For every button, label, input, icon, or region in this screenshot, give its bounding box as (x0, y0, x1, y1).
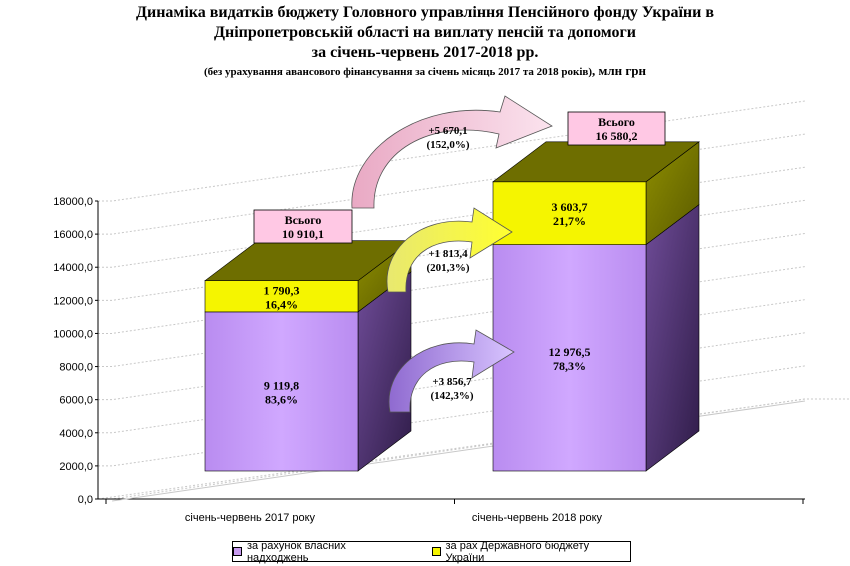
increase-arrow-own-revenue (388, 329, 515, 413)
y-tick-label: 14000,0 (53, 262, 93, 274)
x-category-label: січень-червень 2018 року (472, 512, 603, 524)
title-line-1: Динаміка видатків бюджету Головного упра… (135, 4, 714, 21)
data-label-value: 9 119,8 (264, 378, 299, 392)
chart-title: Динаміка видатків бюджету Головного упра… (0, 3, 850, 63)
total-value: 10 910,1 (282, 227, 324, 241)
y-tick-label: 16000,0 (53, 229, 93, 241)
data-label-percent: 83,6% (265, 392, 298, 406)
y-tick-label: 18000,0 (53, 196, 93, 208)
chart-subtitle: (без урахування авансового фінансування … (0, 63, 850, 80)
labels: січень-червень 2017 року січень-червень 2… (185, 111, 666, 524)
data-label-value: 1 790,3 (264, 283, 300, 297)
y-tick-label: 0,0 (78, 494, 93, 506)
change-annotation-percent: (142,3%) (430, 390, 473, 402)
bar-top (492, 141, 700, 183)
increase-arrow-total (351, 95, 553, 209)
change-annotation-value: +5 670,1 (428, 125, 467, 137)
legend-item-state-budget: за рах Державного бюджету України (431, 539, 630, 564)
total-label: Всього (285, 213, 322, 227)
total-value: 16 580,2 (596, 129, 638, 143)
data-label-percent: 78,3% (553, 359, 586, 373)
subtitle-unit: , млн грн (591, 63, 646, 78)
legend-label-own-revenue: за рахунок власних надходжень (246, 539, 346, 564)
subtitle-note: (без урахування авансового фінансування … (203, 66, 592, 78)
title-line-3: за січень-червень 2017-2018 рр. (311, 44, 539, 61)
bar-segment (204, 280, 359, 313)
bar-segment (204, 311, 359, 472)
legend: за рахунок власних надходжень за рах Дер… (232, 539, 631, 564)
data-label-value: 12 976,5 (549, 345, 591, 359)
legend-swatch-state-budget (431, 547, 441, 556)
total-box (567, 111, 666, 146)
y-tick-label: 6000,0 (59, 395, 93, 407)
bar-side (645, 204, 700, 472)
legend-item-own-revenue: за рахунок власних надходжень (233, 540, 410, 564)
y-tick-label: 2000,0 (59, 461, 93, 473)
change-annotation-value: +3 856,7 (432, 376, 472, 388)
change-annotation-percent: (201,3%) (426, 262, 469, 274)
data-label-value: 3 603,7 (552, 200, 588, 214)
change-annotation-percent: (152,0%) (426, 139, 469, 151)
legend-label-state-budget: за рах Державного бюджету України (445, 539, 590, 564)
data-label-percent: 16,4% (265, 297, 298, 311)
y-tick-label: 4000,0 (59, 428, 93, 440)
arrows (351, 95, 553, 413)
total-box (253, 209, 353, 244)
total-label: Всього (598, 115, 635, 129)
change-annotation-value: +1 813,4 (428, 248, 468, 260)
x-category-label: січень-червень 2017 року (185, 512, 316, 524)
legend-swatch-own-revenue (233, 547, 242, 556)
data-label-percent: 21,7% (553, 214, 586, 228)
bar-segment (492, 181, 647, 245)
y-tick-label: 8000,0 (59, 362, 93, 374)
bars (204, 141, 700, 472)
increase-arrow-state-budget (386, 207, 513, 293)
y-tick-label: 12000,0 (53, 295, 93, 307)
title-line-2: Дніпропетровській області на виплату пен… (214, 24, 636, 41)
y-tick-label: 10000,0 (53, 328, 93, 340)
